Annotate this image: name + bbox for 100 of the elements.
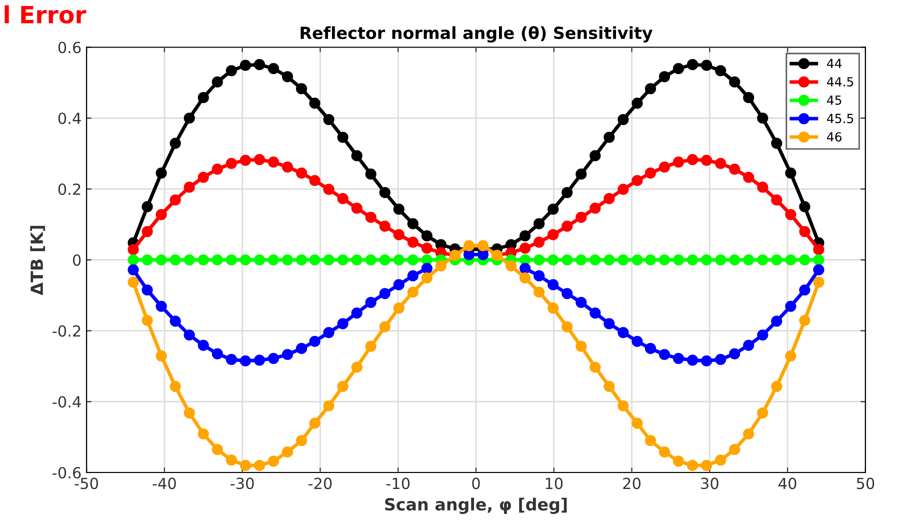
point (421, 230, 432, 242)
point (254, 354, 266, 366)
point (672, 62, 684, 74)
point (212, 164, 223, 175)
point (463, 240, 475, 252)
x-tick-label: 10 (546, 478, 563, 490)
point (142, 314, 153, 326)
point (254, 254, 266, 266)
point (576, 340, 587, 352)
point (672, 352, 684, 364)
point (282, 161, 294, 173)
point (309, 98, 320, 109)
point (240, 460, 251, 471)
point (268, 352, 280, 364)
point (729, 76, 740, 88)
point (813, 276, 824, 288)
point (700, 60, 712, 71)
point (296, 435, 308, 446)
point (170, 380, 181, 392)
x-tick-label: -50 (74, 478, 98, 490)
point (184, 329, 195, 341)
point (477, 249, 489, 260)
point (548, 279, 559, 290)
point (520, 242, 531, 254)
point (198, 92, 209, 104)
point (296, 342, 308, 354)
point (520, 262, 531, 274)
point (198, 428, 209, 440)
y-tick-label: 0.2 (58, 183, 80, 196)
legend-label: 46 (826, 132, 842, 142)
point (576, 296, 587, 308)
point (757, 112, 768, 124)
point (644, 167, 656, 179)
point (520, 272, 531, 284)
point (771, 194, 782, 206)
point (644, 342, 656, 354)
point (590, 254, 601, 266)
point (785, 167, 796, 179)
point (757, 407, 768, 419)
point (309, 418, 320, 429)
point (212, 348, 223, 360)
point (715, 254, 726, 266)
point (128, 244, 139, 256)
point (686, 154, 698, 166)
point (576, 212, 587, 223)
point (700, 355, 712, 366)
point (365, 168, 376, 180)
point (393, 229, 404, 240)
point (715, 454, 726, 466)
point (351, 307, 362, 319)
point (421, 262, 432, 274)
point (618, 254, 629, 266)
point (156, 300, 167, 312)
point (813, 254, 824, 266)
point (799, 201, 810, 212)
point (212, 76, 223, 88)
point (323, 114, 334, 126)
point (309, 254, 320, 266)
point (365, 340, 376, 352)
point (365, 296, 376, 308)
x-axis-title: Scan angle, φ [deg] (385, 498, 567, 514)
point (463, 249, 475, 260)
point (658, 161, 670, 173)
point (743, 428, 754, 440)
point (365, 212, 376, 223)
point (785, 208, 796, 220)
point (421, 272, 432, 284)
point (365, 254, 376, 266)
point (323, 400, 334, 412)
point (170, 316, 181, 327)
point (156, 254, 167, 266)
point (686, 59, 698, 70)
point (590, 202, 601, 214)
point (771, 316, 782, 327)
point (562, 186, 573, 198)
point (618, 400, 629, 412)
point (254, 154, 266, 166)
point (757, 329, 768, 341)
point (590, 307, 601, 319)
point (658, 71, 670, 82)
point (337, 318, 348, 330)
point (813, 264, 824, 276)
point (618, 184, 629, 195)
point (142, 226, 153, 238)
point (198, 340, 209, 351)
y-axis-title: ΔTB [K] (30, 226, 46, 296)
point (785, 300, 796, 312)
x-tick-label: -20 (308, 478, 332, 490)
point (435, 260, 447, 272)
point (576, 254, 587, 266)
y-tick-label: 0 (72, 254, 81, 266)
x-tick-label: 30 (701, 478, 718, 490)
point (212, 254, 223, 266)
point (142, 284, 153, 296)
point (534, 270, 545, 282)
point (282, 348, 294, 360)
point (700, 154, 712, 166)
point (282, 446, 294, 458)
legend-label: 45.5 (826, 114, 854, 124)
point (268, 254, 280, 266)
